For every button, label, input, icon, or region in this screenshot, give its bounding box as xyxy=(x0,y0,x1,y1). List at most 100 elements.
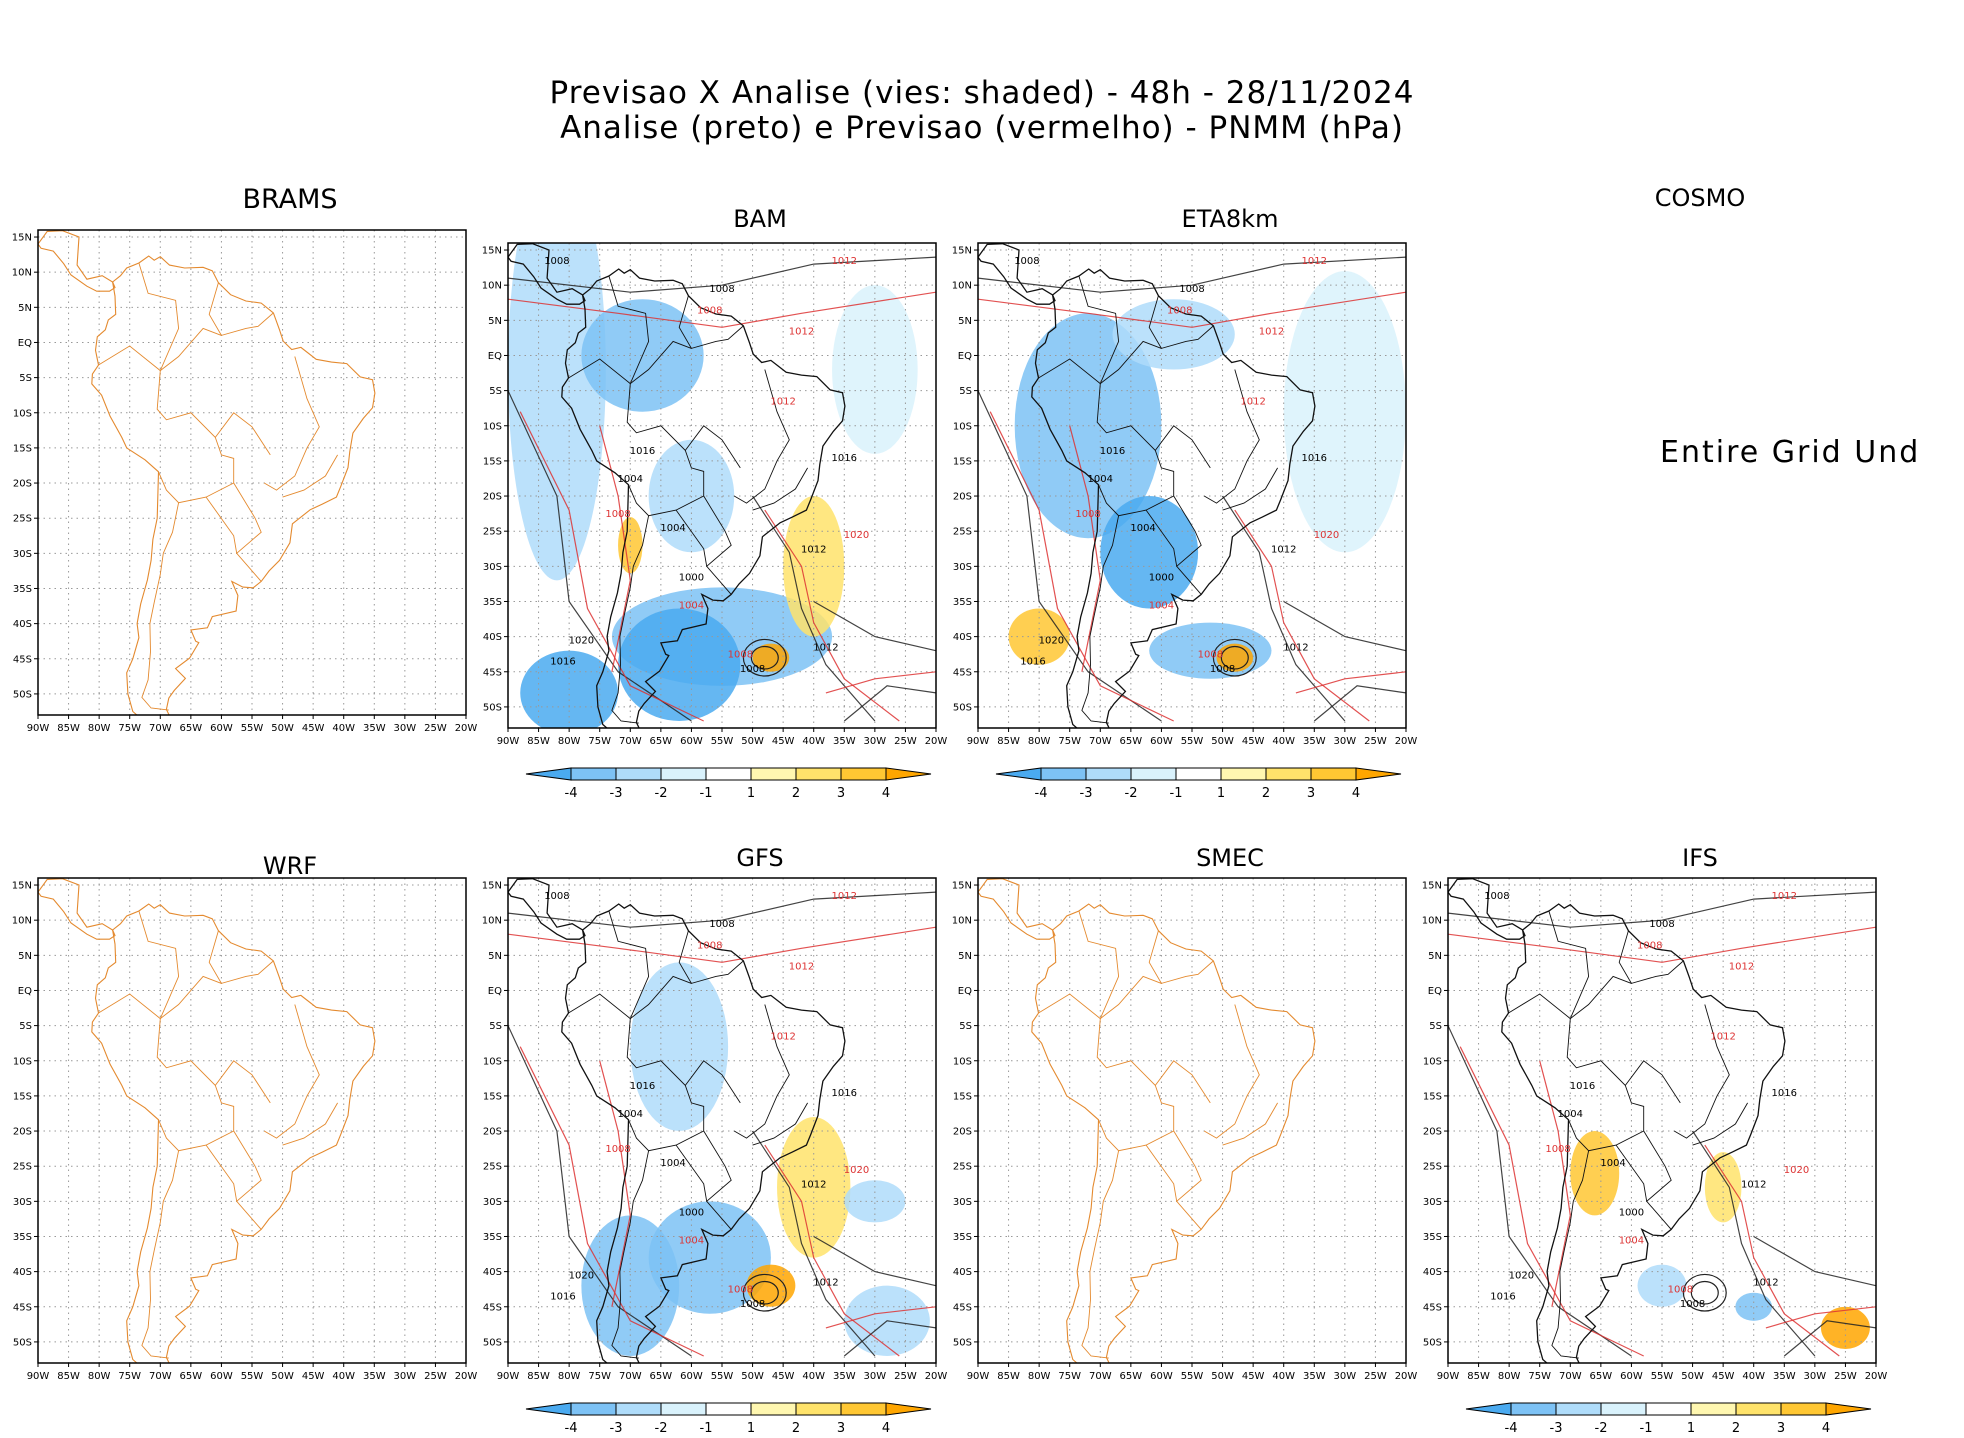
lon-tick-label: 45W xyxy=(1712,1371,1735,1382)
lon-tick-label: 40W xyxy=(1272,1371,1295,1382)
colorbar-segment xyxy=(705,1402,752,1416)
colorbar-segment xyxy=(885,767,932,781)
forecast-isobar-label: 1012 xyxy=(1259,326,1284,337)
lon-tick-label: 55W xyxy=(711,736,734,747)
forecast-isobar-label: 1012 xyxy=(1772,891,1797,902)
analysis-isobar-label: 1016 xyxy=(832,1088,857,1099)
lon-tick-label: 70W xyxy=(1559,1371,1582,1382)
lon-tick-label: 35W xyxy=(363,1371,386,1382)
lon-tick-label: 45W xyxy=(1242,736,1265,747)
bias-colorbar: -4 -3 -2 -1 1 2 3 4 xyxy=(525,767,932,801)
lon-tick-label: 80W xyxy=(1028,736,1051,747)
lat-tick-label: 30S xyxy=(483,562,502,573)
analysis-isobar-label: 1016 xyxy=(630,1081,655,1092)
lon-tick-label: 90W xyxy=(497,736,520,747)
lon-tick-label: 20W xyxy=(455,1371,478,1382)
colorbar-label: 3 xyxy=(1307,786,1315,801)
lat-tick-label: 15S xyxy=(483,1091,502,1102)
lon-tick-label: 85W xyxy=(527,736,550,747)
lat-tick-label: 10N xyxy=(952,281,972,292)
bias-shading xyxy=(1100,496,1199,609)
colorbar-segment xyxy=(660,1402,707,1416)
map-eta8km: 1008 1008 1016 1000 1012 1016 1020 1004 1004 1008… xyxy=(952,242,1417,801)
colorbar-segment xyxy=(615,767,662,781)
lon-tick-label: 55W xyxy=(711,1371,734,1382)
analysis-isobar-label: 1004 xyxy=(660,1158,685,1169)
analysis-isobar-label: 1012 xyxy=(1271,544,1296,555)
bias-shading xyxy=(1570,1131,1620,1216)
lon-tick-label: 65W xyxy=(650,1371,673,1382)
lat-tick-label: 10N xyxy=(12,916,32,927)
lon-tick-label: 75W xyxy=(1528,1371,1551,1382)
analysis-isobar-label: 1016 xyxy=(1570,1081,1595,1092)
lon-tick-label: 70W xyxy=(149,723,172,734)
forecast-isobar-label: 1020 xyxy=(844,1165,869,1176)
lon-tick-label: 30W xyxy=(394,723,417,734)
panel-brams: BRAMS 15N 10N 5N EQ 5S 10S 15S 20S 25S 30S 35S 40S 45… xyxy=(10,184,570,790)
lon-tick-label: 75W xyxy=(118,723,141,734)
colorbar-segment xyxy=(1555,1402,1602,1416)
colorbar-label: 4 xyxy=(882,1421,890,1436)
lon-tick-label: 60W xyxy=(1620,1371,1643,1382)
lon-tick-label: 75W xyxy=(118,1371,141,1382)
lat-tick-label: 50S xyxy=(483,702,502,713)
colorbar-label: -4 xyxy=(565,786,578,801)
map-wrf: 15N 10N 5N EQ 5S 10S 15S 20S 25S 30S 35S 40S 45S 50S 9… xyxy=(12,877,478,1382)
analysis-isobar-label: 1016 xyxy=(630,446,655,457)
colorbar-label: -2 xyxy=(655,786,668,801)
lon-tick-label: 70W xyxy=(1089,1371,1112,1382)
lon-tick-label: 80W xyxy=(88,723,111,734)
lat-tick-label: 15N xyxy=(482,246,502,257)
lat-tick-label: 15N xyxy=(482,881,502,892)
lon-tick-label: 20W xyxy=(1865,1371,1888,1382)
lat-tick-label: 40S xyxy=(953,1267,972,1278)
lon-tick-label: 65W xyxy=(180,1371,203,1382)
lat-tick-label: EQ xyxy=(1428,986,1442,997)
lon-tick-label: 45W xyxy=(302,1371,325,1382)
analysis-isobar-label: 1008 xyxy=(709,919,734,930)
lat-tick-label: 45S xyxy=(13,654,32,665)
forecast-isobar-label: 1008 xyxy=(697,940,722,951)
colorbar-label: -2 xyxy=(1595,1421,1608,1436)
analysis-isobar-label: 1008 xyxy=(1680,1299,1705,1310)
bias-shading xyxy=(1735,1292,1773,1321)
lat-tick-label: 15S xyxy=(13,1091,32,1102)
lat-tick-label: 50S xyxy=(13,1337,32,1348)
map-bam: 1008 1008 1016 1000 1012 1016 1020 1004 1004 1008… xyxy=(482,242,947,801)
panel-wrf: WRF 15N 10N 5N EQ 5S 10S 15S 20S 25S 30S 35S 40S 45S 5… xyxy=(10,838,570,1438)
lon-tick-label: 40W xyxy=(1272,736,1295,747)
colorbar-segment xyxy=(1220,767,1267,781)
panel-title: IFS xyxy=(1682,844,1718,872)
colorbar-label: 1 xyxy=(747,1421,755,1436)
lat-tick-label: 45S xyxy=(13,1302,32,1313)
lat-tick-label: 25S xyxy=(953,1162,972,1173)
analysis-isobar-label: 1016 xyxy=(1772,1088,1797,1099)
lon-tick-label: 65W xyxy=(180,723,203,734)
analysis-isobar-label: 1016 xyxy=(1302,453,1327,464)
lat-tick-label: EQ xyxy=(958,986,972,997)
lat-tick-label: 5S xyxy=(489,1021,502,1032)
colorbar-segment xyxy=(885,1402,932,1416)
lat-tick-label: 15N xyxy=(1422,881,1442,892)
lon-tick-label: 65W xyxy=(650,736,673,747)
colorbar-segment xyxy=(750,767,797,781)
forecast-isobar-label: 1008 xyxy=(728,650,753,661)
missing-data-note: Entire Grid Und xyxy=(1660,435,1921,470)
lat-tick-label: 20S xyxy=(1423,1127,1442,1138)
bias-shading xyxy=(630,962,729,1132)
lat-tick-label: 5N xyxy=(1428,951,1442,962)
lon-tick-label: 80W xyxy=(1498,1371,1521,1382)
lon-tick-label: 20W xyxy=(455,723,478,734)
lat-tick-label: 45S xyxy=(1423,1302,1442,1313)
lon-tick-label: 30W xyxy=(394,1371,417,1382)
lat-tick-label: 15S xyxy=(483,456,502,467)
lon-tick-label: 40W xyxy=(802,1371,825,1382)
lon-tick-label: 70W xyxy=(619,1371,642,1382)
lat-tick-label: 50S xyxy=(953,702,972,713)
lat-tick-label: 10S xyxy=(1423,1056,1442,1067)
lon-tick-label: 85W xyxy=(997,736,1020,747)
colorbar-segment xyxy=(1645,1402,1692,1416)
colorbar-label: -2 xyxy=(655,1421,668,1436)
lon-tick-label: 30W xyxy=(1334,1371,1357,1382)
lat-tick-label: 10N xyxy=(12,268,32,279)
